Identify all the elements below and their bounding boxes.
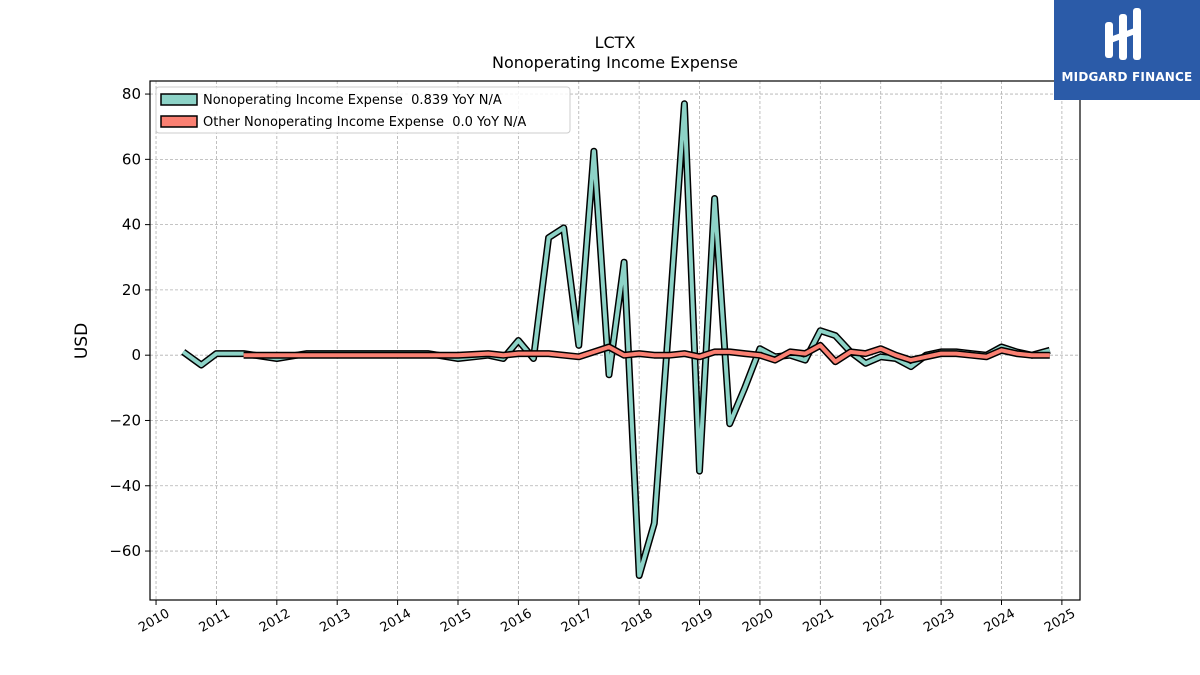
- x-tick-label: 2013: [317, 606, 353, 636]
- x-tick-label: 2017: [559, 606, 595, 636]
- x-tick-label: 2022: [861, 606, 897, 636]
- x-tick-label: 2011: [197, 606, 233, 636]
- legend-label-1: Other Nonoperating Income Expense 0.0 Yo…: [203, 115, 526, 130]
- y-tick-label: 60: [122, 150, 141, 168]
- x-tick-label: 2025: [1042, 606, 1078, 636]
- grid: [150, 81, 1080, 600]
- series-lines: [181, 100, 1051, 579]
- series-0-outline: [181, 100, 1051, 579]
- legend: Nonoperating Income Expense 0.839 YoY N/…: [155, 86, 571, 134]
- y-tick-label: 40: [122, 216, 141, 234]
- y-axis-label: USD: [72, 323, 92, 359]
- legend-swatch-0: [160, 93, 198, 106]
- x-tick-label: 2024: [982, 606, 1018, 636]
- x-tick-label: 2012: [257, 606, 293, 636]
- y-tick-label: 20: [122, 281, 141, 299]
- logo-text: MIDGARD FINANCE: [1061, 70, 1193, 84]
- legend-label-0: Nonoperating Income Expense 0.839 YoY N/…: [203, 93, 502, 108]
- x-tick-label: 2019: [680, 606, 716, 636]
- x-tick-label: 2018: [619, 606, 655, 636]
- x-tick-label: 2010: [136, 606, 172, 636]
- chart-title: LCTX: [595, 33, 636, 52]
- plot-frame: [149, 80, 1081, 601]
- x-tick-label: 2021: [800, 606, 836, 636]
- legend-box: [155, 86, 571, 134]
- x-tick-label: 2015: [438, 606, 474, 636]
- y-axis: 80 60 40 20 0 −20 −40 −60: [109, 85, 150, 560]
- x-axis: 2010 2011 2012 2013 2014 2015 2016 2017 2018 2019…: [136, 600, 1078, 636]
- brand-logo: MIDGARD FINANCE: [1054, 0, 1200, 100]
- logo-mark-icon: [1105, 8, 1142, 60]
- x-tick-label: 2016: [499, 606, 535, 636]
- y-tick-label: −20: [109, 411, 141, 429]
- x-tick-label: 2023: [921, 606, 957, 636]
- legend-swatch-1: [160, 115, 198, 128]
- x-tick-label: 2014: [378, 606, 414, 636]
- y-tick-label: −40: [109, 477, 141, 495]
- series-1-line: [243, 343, 1050, 364]
- chart-subtitle: Nonoperating Income Expense: [492, 53, 738, 72]
- y-tick-label: −60: [109, 542, 141, 560]
- y-tick-label: 0: [131, 346, 141, 364]
- y-tick-label: 80: [122, 85, 141, 103]
- x-tick-label: 2020: [740, 606, 776, 636]
